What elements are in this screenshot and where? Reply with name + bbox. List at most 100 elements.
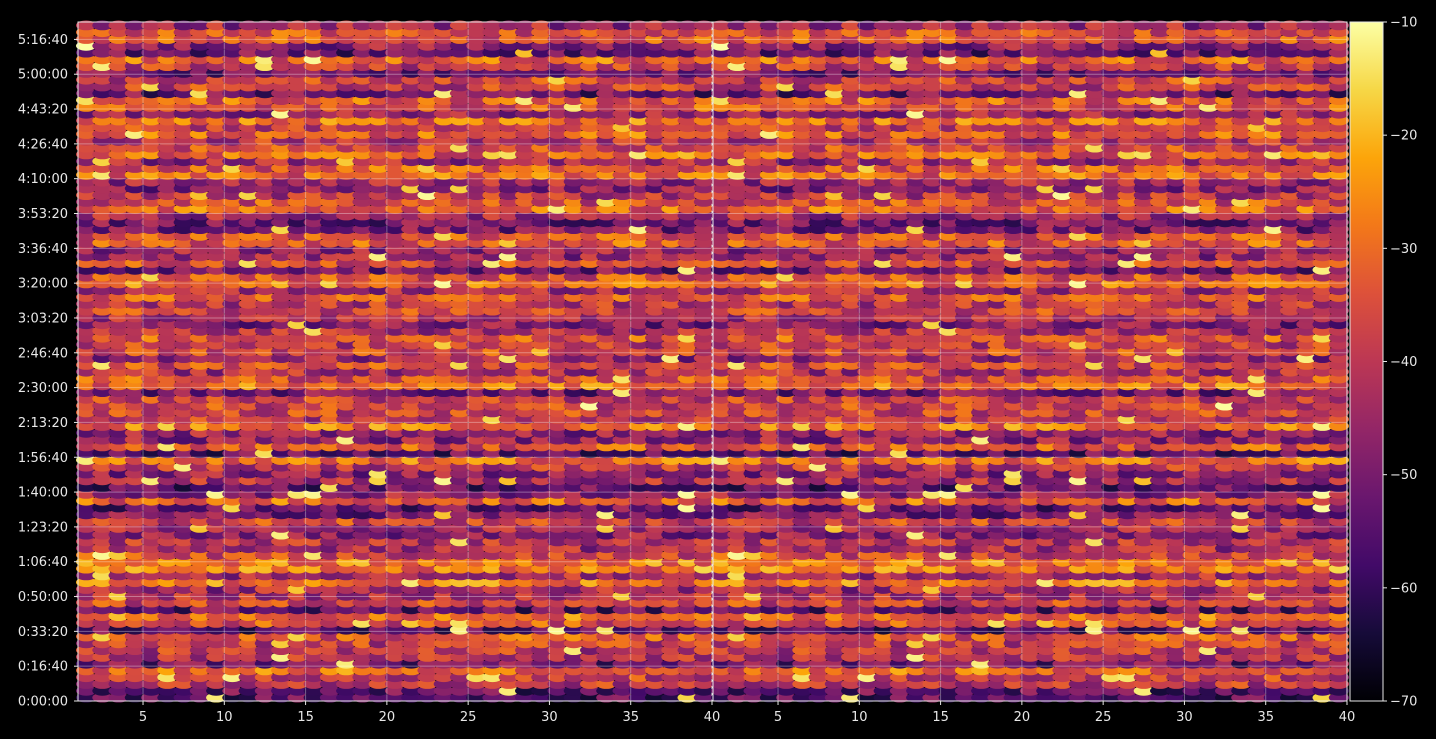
heatmap-cell	[547, 509, 568, 520]
heatmap-cell	[108, 577, 129, 588]
heatmap-cell	[336, 509, 357, 520]
heatmap-cell	[222, 624, 243, 635]
heatmap-cell	[628, 658, 649, 669]
heatmap-cell	[661, 529, 682, 540]
heatmap-cell	[254, 604, 275, 615]
heatmap-cell	[401, 523, 422, 533]
heatmap-cell	[222, 645, 243, 655]
heatmap-cell	[352, 536, 373, 547]
heatmap-cell	[433, 638, 454, 649]
heatmap-cell	[661, 604, 682, 615]
heatmap-cells-left	[76, 20, 715, 703]
heatmap-cell	[271, 672, 292, 683]
heatmap-cell	[319, 645, 341, 655]
heatmap-cell	[157, 523, 178, 533]
heatmap-cell	[254, 556, 275, 567]
heatmap-cell	[189, 577, 210, 588]
heatmap-cell	[157, 611, 178, 621]
heatmap-cell	[271, 611, 292, 621]
heatmap-cell	[271, 597, 292, 608]
heatmap-cell	[319, 652, 341, 662]
heatmap-cell	[466, 624, 487, 635]
heatmap-cell	[693, 672, 715, 683]
heatmap-cell	[319, 516, 341, 526]
heatmap-cell	[368, 577, 389, 588]
heatmap-cell	[645, 685, 666, 696]
heatmap-cell	[596, 611, 617, 621]
heatmap-cell	[563, 652, 584, 662]
heatmap-cell	[563, 611, 584, 621]
heatmap-cell	[612, 584, 633, 594]
heatmap-cell	[189, 665, 210, 676]
heatmap-cell	[222, 618, 243, 628]
heatmap-cell	[124, 658, 145, 669]
heatmap-cell	[238, 692, 259, 703]
heatmap-cell	[222, 611, 243, 621]
heatmap-cell	[254, 652, 275, 662]
heatmap-cell	[433, 604, 454, 615]
heatmap-cell	[173, 523, 194, 533]
heatmap-cell	[287, 604, 308, 615]
heatmap-cell	[173, 584, 194, 594]
heatmap-cell	[645, 543, 666, 554]
heatmap-cell	[596, 509, 617, 520]
heatmap-cell	[515, 645, 536, 655]
heatmap-cell	[547, 584, 568, 594]
heatmap-cell	[108, 692, 129, 703]
heatmap-cell	[254, 597, 275, 608]
heatmap-cell	[401, 516, 422, 526]
heatmap-cell	[693, 577, 715, 588]
heatmap-cell	[206, 543, 227, 554]
heatmap-cell	[173, 597, 194, 608]
heatmap-cell	[384, 597, 406, 608]
heatmap-cell	[677, 652, 698, 662]
heatmap-cell	[92, 570, 113, 581]
heatmap-cell	[547, 516, 568, 526]
heatmap-cell	[189, 563, 210, 574]
heatmap-cell	[401, 563, 422, 574]
heatmap-cell	[384, 652, 406, 662]
heatmap-cell	[547, 645, 568, 655]
heatmap-cell	[368, 645, 389, 655]
heatmap-cell	[206, 685, 227, 696]
heatmap-cell	[563, 523, 584, 533]
heatmap-cell	[580, 658, 601, 669]
heatmap-cell	[693, 618, 715, 628]
heatmap-cell	[76, 550, 97, 560]
heatmap-cell	[254, 685, 275, 696]
heatmap-cell	[141, 556, 162, 567]
heatmap-cell	[352, 597, 373, 608]
heatmap-cell	[206, 509, 227, 520]
heatmap-cell	[482, 672, 503, 683]
heatmap-cell	[677, 679, 698, 689]
heatmap-cell	[417, 590, 438, 601]
heatmap-cell	[271, 631, 292, 642]
heatmap-cell	[271, 577, 292, 588]
heatmap-cell	[124, 638, 145, 649]
heatmap-cell	[76, 652, 97, 662]
heatmap-cell	[531, 577, 552, 588]
heatmap-cell	[336, 590, 357, 601]
heatmap-cell	[173, 590, 194, 601]
heatmap-cell	[417, 624, 438, 635]
heatmap-cell	[417, 570, 438, 581]
heatmap-cell	[368, 672, 389, 683]
heatmap-cell	[645, 556, 666, 567]
heatmap-cell	[189, 556, 210, 567]
heatmap-cell	[417, 509, 438, 520]
heatmap-cell	[254, 692, 275, 703]
heatmap-cell	[108, 509, 129, 520]
heatmap-cell	[238, 550, 259, 560]
heatmap-cell	[498, 529, 519, 540]
heatmap-cell	[596, 652, 617, 662]
heatmap-cell	[693, 611, 715, 621]
heatmap-cell	[563, 536, 584, 547]
heatmap-cell	[189, 516, 210, 526]
heatmap-cell	[661, 584, 682, 594]
heatmap-cell	[449, 577, 471, 588]
heatmap-cell	[206, 638, 227, 649]
heatmap-cell	[628, 536, 649, 547]
y-tick-label: 3:53:20	[18, 207, 68, 222]
heatmap-cell	[482, 679, 503, 689]
heatmap-cell	[124, 523, 145, 533]
